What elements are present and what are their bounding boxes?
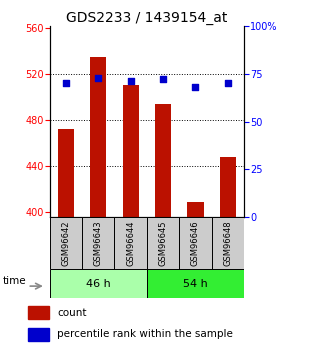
Bar — [212, 217, 244, 269]
Text: GSM96643: GSM96643 — [94, 220, 103, 266]
Bar — [50, 269, 147, 298]
Text: GSM96646: GSM96646 — [191, 220, 200, 266]
Bar — [179, 217, 212, 269]
Bar — [220, 157, 236, 217]
Bar — [58, 129, 74, 217]
Text: 54 h: 54 h — [183, 279, 208, 289]
Bar — [28, 328, 48, 341]
Bar — [155, 104, 171, 217]
Bar — [50, 217, 82, 269]
Text: percentile rank within the sample: percentile rank within the sample — [57, 329, 233, 339]
Text: GSM96648: GSM96648 — [223, 220, 232, 266]
Text: GSM96645: GSM96645 — [159, 220, 168, 266]
Bar — [82, 217, 115, 269]
Title: GDS2233 / 1439154_at: GDS2233 / 1439154_at — [66, 11, 228, 25]
Bar — [147, 217, 179, 269]
Bar — [123, 86, 139, 217]
Point — [225, 80, 230, 86]
Bar — [115, 217, 147, 269]
Point — [128, 79, 133, 84]
Bar — [187, 203, 204, 217]
Point — [160, 77, 166, 82]
Text: 46 h: 46 h — [86, 279, 111, 289]
Bar — [28, 306, 48, 319]
Bar — [147, 269, 244, 298]
Text: count: count — [57, 308, 87, 318]
Point — [193, 85, 198, 90]
Text: GSM96644: GSM96644 — [126, 220, 135, 266]
Text: time: time — [3, 276, 26, 286]
Text: GSM96642: GSM96642 — [61, 220, 70, 266]
Bar — [90, 57, 106, 217]
Point — [96, 75, 101, 80]
Point — [63, 80, 68, 86]
